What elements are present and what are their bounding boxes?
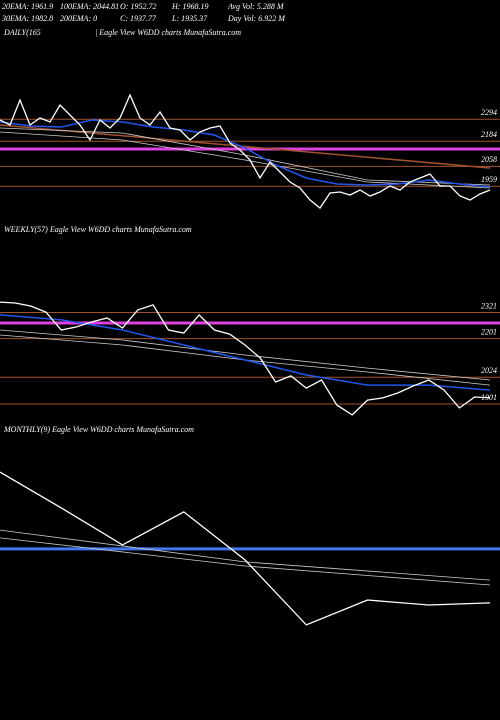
header-stat: Avg Vol: 5.288 M [227, 2, 285, 11]
y-tick-label: 2184 [481, 130, 497, 139]
header-stat: 100EMA: 2044.81 [60, 2, 119, 11]
panel-title: DAILY(165 [3, 28, 41, 37]
y-tick-label: 2058 [481, 155, 497, 164]
price-line [0, 119, 491, 188]
price-line [0, 301, 491, 416]
price-line [0, 314, 491, 391]
panel-title: MONTHLY(9) Eagle View W6DD charts Munafa… [3, 425, 194, 434]
header-stat: 20EMA: 1961.9 [2, 2, 53, 11]
header-stat: L: 1935.37 [171, 14, 208, 23]
header-stat: 200EMA: 0 [60, 14, 97, 23]
header-stat: C: 1937.77 [120, 14, 157, 23]
price-line [0, 124, 491, 169]
y-tick-label: 2321 [481, 301, 497, 310]
header-stat: 30EMA: 1982.8 [1, 14, 53, 23]
y-tick-label: 2294 [481, 108, 497, 117]
price-line [0, 471, 491, 626]
panel-title: WEEKLY(57) Eagle View W6DD charts Munafa… [4, 225, 192, 234]
y-tick-label: 2201 [481, 327, 497, 336]
price-line [0, 329, 491, 381]
header-stat: O: 1952.72 [120, 2, 156, 11]
y-tick-label: 1959 [481, 175, 497, 184]
price-line [0, 537, 491, 586]
header-stat: H: 1968.19 [171, 2, 208, 11]
panel-subtitle: | Eagle View W6DD charts MunafaSutra.com [95, 28, 241, 37]
y-tick-label: 2024 [481, 366, 497, 375]
price-line [0, 529, 491, 581]
header-stat: Day Vol: 6.922 M [227, 14, 286, 23]
price-line [0, 93, 491, 209]
header: 20EMA: 1961.9 100EMA: 2044.81 O: 1952.72… [1, 2, 286, 23]
